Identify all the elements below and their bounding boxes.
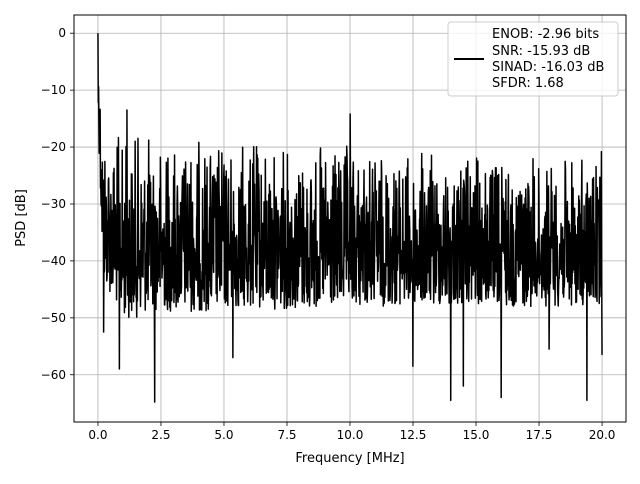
x-axis-label: Frequency [MHz] [295, 451, 404, 466]
y-tick-label: −40 [41, 254, 66, 268]
y-tick-label: 0 [58, 26, 66, 40]
legend-snr: SNR: -15.93 dB [492, 44, 590, 59]
legend-sinad: SINAD: -16.03 dB [492, 60, 604, 75]
y-tick-label: −50 [41, 311, 66, 325]
x-tick-label: 15.0 [463, 428, 490, 442]
y-tick-label: −60 [41, 368, 66, 382]
legend-box [447, 21, 619, 97]
plot-area [97, 33, 603, 403]
x-tick-label: 7.5 [277, 428, 296, 442]
x-tick-label: 20.0 [589, 428, 616, 442]
y-axis-label: PSD [dB] [14, 189, 29, 247]
y-tick-label: −10 [41, 83, 66, 97]
y-tick-label: −30 [41, 197, 66, 211]
x-tick-label: 5.0 [214, 428, 233, 442]
x-tick-label: 10.0 [337, 428, 364, 442]
x-tick-label: 2.5 [151, 428, 170, 442]
legend-enob: ENOB: -2.96 bits [492, 27, 599, 42]
x-tick-label: 12.5 [400, 428, 427, 442]
psd-trace [97, 33, 603, 403]
axes: 0.0 2.5 5.0 7.5 10.0 12.5 15.0 17.5 20.0 0 −10 −20 −… [41, 14, 627, 442]
x-tick-label: 17.5 [526, 428, 553, 442]
x-tick-label: 0.0 [88, 428, 107, 442]
axes-frame [73, 14, 627, 423]
y-tick-label: −20 [41, 140, 66, 154]
legend-sfdr: SFDR: 1.68 [492, 76, 564, 91]
legend: ENOB: -2.96 bits SNR: -15.93 dB SINAD: -… [447, 21, 619, 97]
